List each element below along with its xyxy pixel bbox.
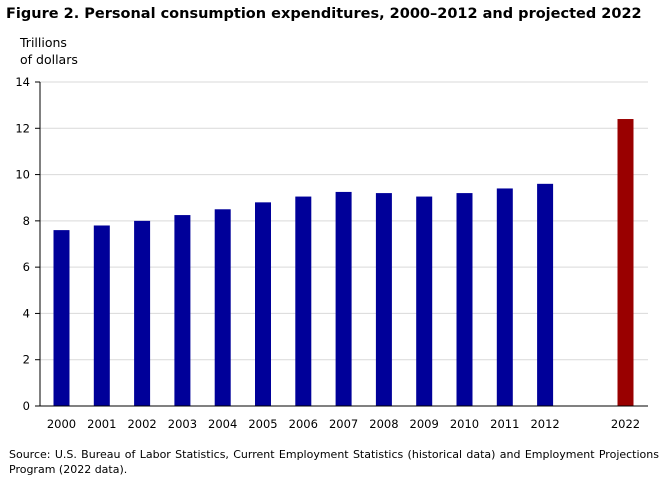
bar-2012 <box>537 183 554 406</box>
source-note: Source: U.S. Bureau of Labor Statistics,… <box>9 448 659 476</box>
y-tick-label: 10 <box>15 168 30 182</box>
y-tick-label: 0 <box>23 399 30 413</box>
axes <box>35 81 648 407</box>
x-tick-label-2009: 2009 <box>410 417 439 431</box>
y-tick-label: 6 <box>23 260 30 274</box>
bar-chart: 0 2 4 6 8 10 12 14 2000 2001 2002 2003 2004 2005 2006 2… <box>15 75 648 431</box>
y-axis-label-line-2: of dollars <box>20 52 78 67</box>
chart-title: Figure 2. Personal consumption expenditu… <box>6 6 642 22</box>
y-tick-label: 4 <box>23 306 30 320</box>
x-tick-label-2000: 2000 <box>47 417 76 431</box>
bars <box>53 119 634 407</box>
bar-2022 <box>617 119 634 407</box>
y-tick-label: 2 <box>23 353 30 367</box>
bar-2010 <box>456 193 473 406</box>
bar-2006 <box>295 196 312 406</box>
bar-2002 <box>134 220 151 406</box>
bar-2007 <box>335 191 352 406</box>
x-tick-label-2011: 2011 <box>490 417 519 431</box>
x-tick-label-2022: 2022 <box>611 417 640 431</box>
x-tick-label-2004: 2004 <box>208 417 237 431</box>
x-tick-label-2005: 2005 <box>248 417 277 431</box>
x-tick-label-2006: 2006 <box>289 417 318 431</box>
bar-2009 <box>416 196 433 406</box>
y-axis-label: Trillions of dollars <box>20 34 78 68</box>
bar-2011 <box>496 188 513 406</box>
y-tick-label: 12 <box>15 121 30 135</box>
x-tick-label-2008: 2008 <box>369 417 398 431</box>
x-tick-label-2010: 2010 <box>450 417 479 431</box>
x-tick-label-2002: 2002 <box>127 417 156 431</box>
x-tick-label-2012: 2012 <box>530 417 559 431</box>
x-tick-label-2001: 2001 <box>87 417 116 431</box>
x-tick-label-2007: 2007 <box>329 417 358 431</box>
y-axis-label-line-1: Trillions <box>20 35 67 50</box>
bar-2001 <box>93 225 110 406</box>
tick-labels: 0 2 4 6 8 10 12 14 2000 2001 2002 2003 2004 2005 2006 2… <box>15 75 640 431</box>
bar-2000 <box>53 230 70 406</box>
y-tick-label: 14 <box>15 75 30 89</box>
x-tick-label-2003: 2003 <box>168 417 197 431</box>
bar-2008 <box>375 193 392 406</box>
bar-2004 <box>214 209 231 406</box>
y-tick-label: 8 <box>23 214 30 228</box>
bar-2003 <box>174 215 191 406</box>
bar-2005 <box>255 202 271 406</box>
